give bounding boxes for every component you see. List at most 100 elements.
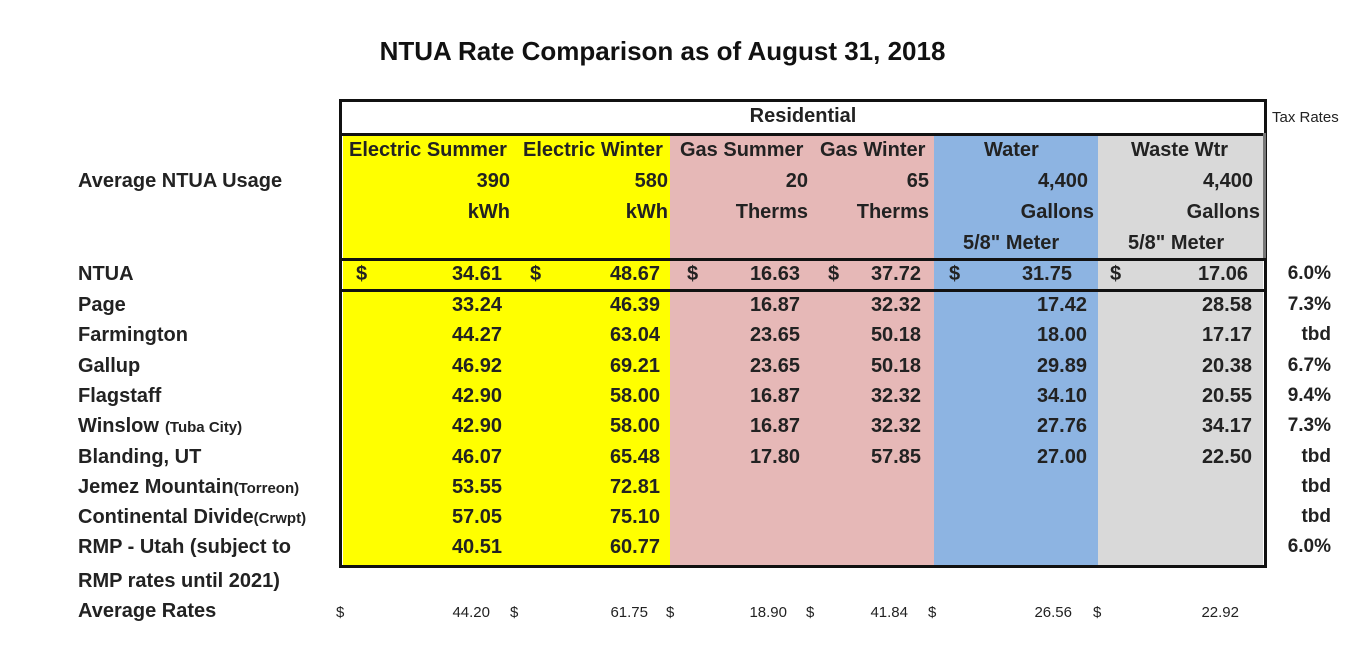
header-divider xyxy=(339,133,1267,136)
tax-rate: tbd xyxy=(1301,506,1331,527)
rate-cell: 46.39 xyxy=(609,294,660,316)
average-value: 44.20 xyxy=(452,604,490,621)
row-label-text: Gallup xyxy=(78,355,141,377)
rate-cell: 60.77 xyxy=(609,536,660,558)
row-label: Jemez Mountain(Torreon) xyxy=(78,476,299,499)
ntua-label: NTUA xyxy=(78,263,134,285)
meter-size: 5/8" Meter xyxy=(1128,232,1225,254)
column-header-water: Water xyxy=(984,139,1039,161)
rate-cell: 17.42 xyxy=(1036,294,1087,316)
electric-column-fill xyxy=(343,135,670,565)
rate-cell: 40.51 xyxy=(451,536,502,558)
meter-size: 5/8" Meter xyxy=(963,232,1060,254)
average-value: 61.75 xyxy=(610,604,648,621)
rate-cell: 18.00 xyxy=(1036,324,1087,346)
rate-cell: 20.38 xyxy=(1201,355,1252,377)
usage-label: Average NTUA Usage xyxy=(78,170,283,192)
usage-value: 580 xyxy=(634,170,668,192)
rate-cell: 46.07 xyxy=(451,446,502,468)
usage-value: 390 xyxy=(476,170,510,192)
dollar-sign: $ xyxy=(928,604,937,621)
rate-cell: 16.87 xyxy=(749,385,800,407)
dollar-sign: $ xyxy=(687,263,699,285)
ntua-row-bottom-border xyxy=(339,289,1267,292)
usage-value: 4,400 xyxy=(1202,170,1253,192)
rmp-note: RMP rates until 2021) xyxy=(78,570,280,592)
row-label-text: Flagstaff xyxy=(78,385,162,407)
rate-cell: 32.32 xyxy=(870,415,921,437)
tax-rate: tbd xyxy=(1301,324,1331,345)
rate-cell: 16.87 xyxy=(749,415,800,437)
dollar-sign: $ xyxy=(949,263,961,285)
tax-rate: 7.3% xyxy=(1287,294,1331,315)
rate-cell: 75.10 xyxy=(609,506,660,528)
row-label: Farmington xyxy=(78,324,188,347)
row-label: RMP - Utah (subject to xyxy=(78,536,291,559)
usage-value: 4,400 xyxy=(1037,170,1088,192)
rate-cell: 63.04 xyxy=(609,324,660,346)
rate-cell: 17.80 xyxy=(749,446,800,468)
column-header-electric-winter: Electric Winter xyxy=(523,139,663,161)
dollar-sign: $ xyxy=(356,263,368,285)
rate-cell: 42.90 xyxy=(451,385,502,407)
rate-cell: 65.48 xyxy=(609,446,660,468)
rate-cell: 27.76 xyxy=(1036,415,1087,437)
rate-cell: 27.00 xyxy=(1036,446,1087,468)
gas-column-fill xyxy=(670,135,934,565)
rate-cell: 17.17 xyxy=(1201,324,1252,346)
dollar-sign: $ xyxy=(806,604,815,621)
ntua-value: 31.75 xyxy=(1021,263,1072,285)
residential-header: Residential xyxy=(749,105,857,127)
tax-rate: 9.4% xyxy=(1287,385,1331,406)
rate-cell: 42.90 xyxy=(451,415,502,437)
usage-unit: Therms xyxy=(856,201,929,223)
tax-rate: 6.0% xyxy=(1287,536,1331,557)
rate-cell: 23.65 xyxy=(749,355,800,377)
dollar-sign: $ xyxy=(666,604,675,621)
dollar-sign: $ xyxy=(828,263,840,285)
row-label-text: Winslow xyxy=(78,415,159,437)
usage-value: 65 xyxy=(906,170,929,192)
dollar-sign: $ xyxy=(530,263,542,285)
usage-unit: kWh xyxy=(467,201,510,223)
rate-cell: 53.55 xyxy=(451,476,502,498)
rate-cell: 57.85 xyxy=(870,446,921,468)
ntua-row-top-border xyxy=(339,258,1267,261)
row-label-note: (Tuba City) xyxy=(164,419,243,436)
rate-cell: 22.50 xyxy=(1201,446,1252,468)
rate-cell: 72.81 xyxy=(609,476,660,498)
row-label-text: Blanding, UT xyxy=(78,446,202,468)
column-header-gas-winter: Gas Winter xyxy=(820,139,926,161)
rate-cell: 33.24 xyxy=(451,294,502,316)
rate-cell: 34.10 xyxy=(1036,385,1087,407)
usage-unit: Therms xyxy=(735,201,808,223)
water-column-fill xyxy=(934,135,1098,565)
dollar-sign: $ xyxy=(1110,263,1122,285)
rate-cell: 57.05 xyxy=(451,506,502,528)
rate-cell: 20.55 xyxy=(1201,385,1252,407)
average-rates-label: Average Rates xyxy=(78,600,217,622)
rate-cell: 50.18 xyxy=(870,324,921,346)
average-value: 18.90 xyxy=(749,604,787,621)
residential-header-band xyxy=(343,102,1263,135)
average-value: 26.56 xyxy=(1034,604,1072,621)
usage-unit: Gallons xyxy=(1020,201,1094,223)
ntua-value: 48.67 xyxy=(609,263,660,285)
row-label-note: (Crwpt) xyxy=(253,510,307,527)
row-label: Winslow (Tuba City) xyxy=(78,415,242,438)
row-label: Gallup xyxy=(78,355,140,378)
row-label: Blanding, UT xyxy=(78,446,201,469)
row-label-text: Jemez Mountain xyxy=(78,476,234,498)
rate-cell: 32.32 xyxy=(870,294,921,316)
row-label-text: Continental Divide xyxy=(78,506,254,528)
tax-rate: 6.7% xyxy=(1287,355,1331,376)
row-label-text: RMP - Utah (subject to xyxy=(78,536,291,558)
tax-rate: tbd xyxy=(1301,446,1331,467)
rate-cell: 23.65 xyxy=(749,324,800,346)
column-header-waste-water: Waste Wtr xyxy=(1131,139,1229,161)
rate-cell: 58.00 xyxy=(609,415,660,437)
row-label: Flagstaff xyxy=(78,385,161,408)
column-header-gas-summer: Gas Summer xyxy=(680,139,804,161)
dollar-sign: $ xyxy=(1093,604,1102,621)
rate-cell: 34.17 xyxy=(1201,415,1252,437)
